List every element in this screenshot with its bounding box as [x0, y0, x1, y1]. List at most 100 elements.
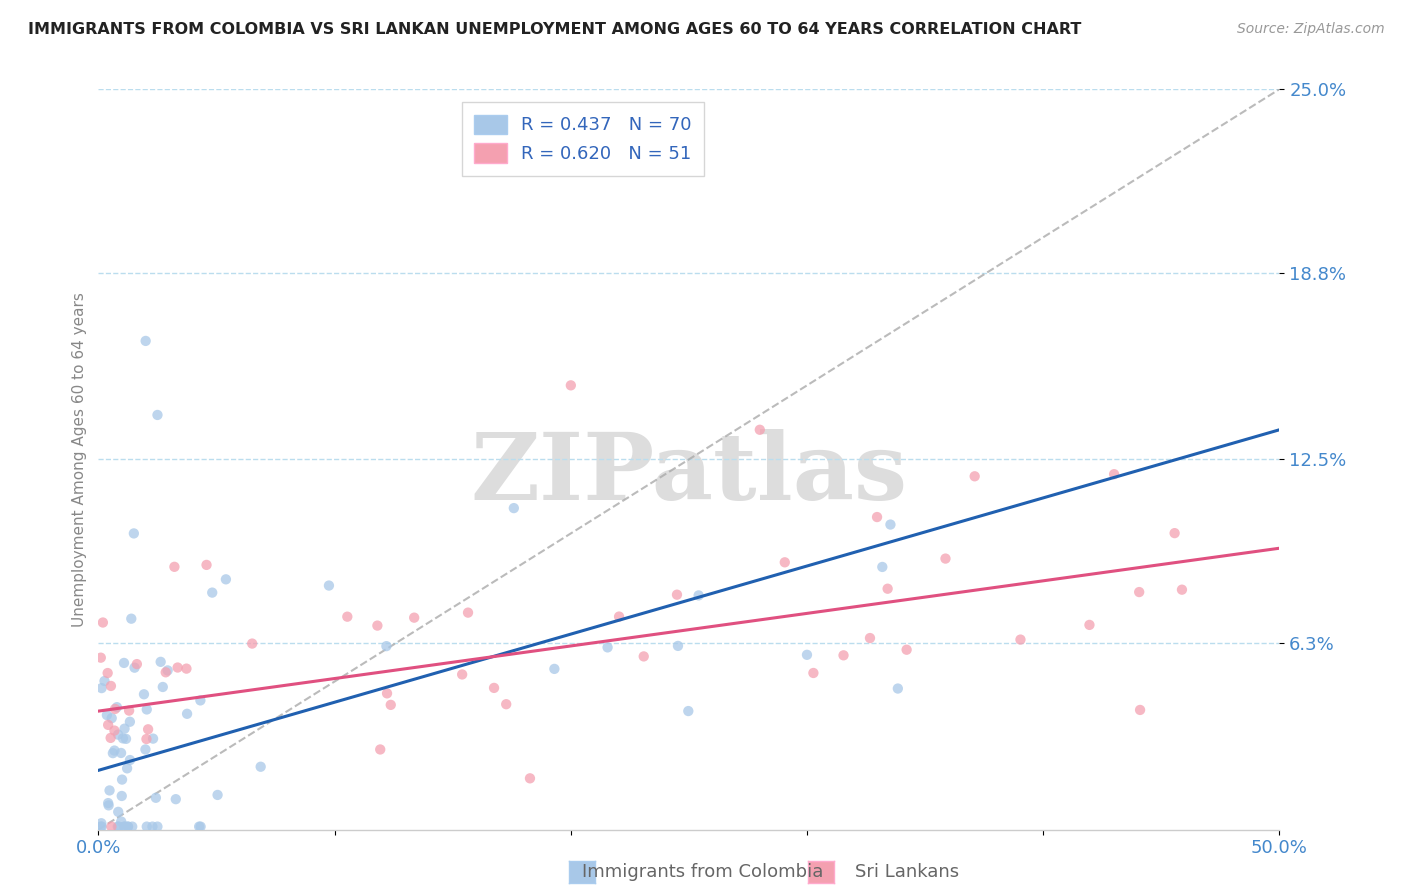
Point: [142, 731, 165, 746]
Point: [859, 631, 882, 645]
Point: [934, 551, 956, 566]
Point: [404, 610, 426, 624]
Legend: R = 0.437   N = 70, R = 0.620   N = 51: R = 0.437 N = 70, R = 0.620 N = 51: [461, 102, 704, 176]
Point: [240, 636, 263, 650]
Point: [145, 790, 167, 805]
Point: [100, 679, 122, 693]
Point: [146, 820, 169, 834]
Point: [110, 746, 132, 760]
Point: [112, 820, 135, 834]
Point: [135, 732, 157, 747]
Point: [688, 589, 710, 603]
Point: [125, 657, 148, 672]
Point: [748, 423, 770, 437]
Point: [100, 731, 122, 745]
Point: [543, 662, 565, 676]
Point: [1129, 703, 1152, 717]
Point: [803, 665, 825, 680]
Point: [190, 820, 212, 834]
Point: [502, 501, 524, 516]
Point: [195, 558, 218, 572]
Point: [1128, 585, 1150, 599]
Point: [114, 820, 136, 834]
Point: [1078, 618, 1101, 632]
Point: [596, 640, 619, 655]
Point: [495, 697, 517, 711]
Point: [876, 582, 898, 596]
Point: [666, 639, 689, 653]
Point: [519, 772, 541, 786]
Point: [366, 618, 388, 632]
Point: [163, 559, 186, 574]
Point: [111, 789, 134, 803]
Point: [107, 728, 129, 742]
Point: [90, 681, 112, 695]
Point: [103, 723, 125, 738]
Point: [121, 820, 143, 834]
Point: [796, 648, 818, 662]
Point: [98, 783, 121, 797]
Point: [115, 731, 138, 746]
Point: [832, 648, 855, 663]
Point: [176, 662, 198, 676]
Text: Sri Lankans: Sri Lankans: [855, 863, 959, 881]
Point: [866, 510, 889, 524]
Text: Source: ZipAtlas.com: Source: ZipAtlas.com: [1237, 22, 1385, 37]
Point: [963, 469, 986, 483]
Point: [90, 820, 112, 834]
Point: [90, 820, 112, 834]
Point: [117, 820, 139, 834]
Point: [1163, 526, 1185, 541]
Point: [91, 615, 114, 630]
Point: [141, 820, 163, 834]
Point: [112, 656, 135, 670]
Point: [176, 706, 198, 721]
Text: Immigrants from Colombia: Immigrants from Colombia: [582, 863, 824, 881]
Point: [122, 526, 145, 541]
Point: [457, 606, 479, 620]
Text: IMMIGRANTS FROM COLOMBIA VS SRI LANKAN UNEMPLOYMENT AMONG AGES 60 TO 64 YEARS CO: IMMIGRANTS FROM COLOMBIA VS SRI LANKAN U…: [28, 22, 1081, 37]
Point: [135, 820, 157, 834]
Point: [1171, 582, 1194, 597]
Point: [97, 718, 120, 732]
Point: [482, 681, 505, 695]
Point: [678, 704, 700, 718]
Point: [118, 704, 141, 718]
Point: [96, 708, 118, 723]
Point: [135, 334, 157, 348]
Point: [380, 698, 402, 712]
Point: [100, 820, 122, 834]
Y-axis label: Unemployment Among Ages 60 to 64 years: Unemployment Among Ages 60 to 64 years: [72, 292, 87, 627]
Point: [773, 555, 796, 569]
Point: [97, 666, 120, 681]
Point: [156, 664, 179, 678]
Point: [135, 702, 157, 716]
Point: [93, 673, 115, 688]
Point: [149, 655, 172, 669]
Point: [132, 687, 155, 701]
Point: [633, 649, 655, 664]
Point: [124, 661, 146, 675]
Point: [368, 742, 391, 756]
Point: [896, 642, 918, 657]
Point: [336, 609, 359, 624]
Point: [215, 572, 238, 586]
Point: [100, 711, 122, 725]
Point: [166, 660, 188, 674]
Point: [607, 609, 630, 624]
Point: [207, 788, 229, 802]
Point: [134, 742, 156, 756]
Point: [97, 796, 120, 810]
Point: [165, 792, 187, 806]
Point: [104, 702, 127, 716]
Point: [107, 805, 129, 819]
Point: [146, 408, 169, 422]
Point: [249, 760, 271, 774]
Point: [1102, 467, 1125, 482]
Point: [117, 820, 139, 834]
Point: [97, 798, 120, 813]
Point: [103, 743, 125, 757]
Point: [111, 772, 134, 787]
Point: [188, 820, 211, 834]
Point: [118, 753, 141, 767]
